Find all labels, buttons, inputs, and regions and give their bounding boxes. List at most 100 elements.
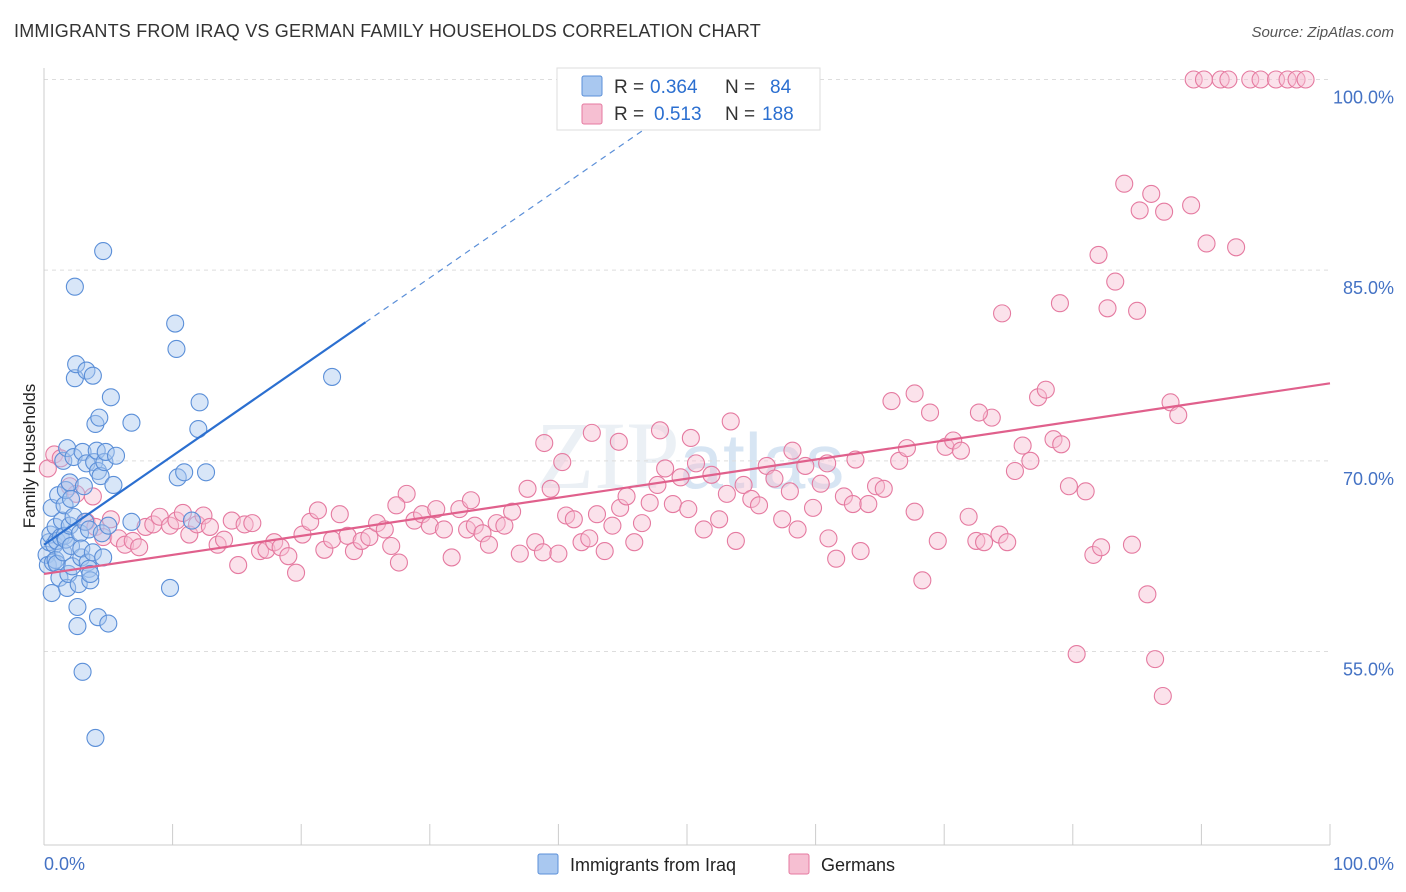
germans-point — [243, 514, 262, 533]
germans-point — [1036, 380, 1055, 399]
x-axis-ticks — [43, 824, 1331, 845]
germans-point — [389, 553, 408, 572]
iraq-point — [68, 597, 87, 617]
germans-point — [975, 533, 994, 552]
x-tick-label-min: 0.0% — [44, 854, 85, 874]
germans-points — [38, 70, 1315, 706]
germans-point — [518, 479, 537, 498]
germans-point — [595, 542, 614, 561]
germans-point — [308, 501, 327, 520]
x-tick-label-max: 100.0% — [1333, 854, 1394, 874]
bottom-legend-iraq: Immigrants from Iraq — [570, 855, 736, 875]
germans-point — [83, 487, 102, 506]
germans-point — [681, 428, 700, 448]
germans-point — [765, 469, 784, 488]
germans-point — [200, 517, 219, 536]
germans-point — [1115, 174, 1134, 193]
germans-point — [951, 441, 970, 460]
germans-point — [279, 547, 298, 566]
germans-point — [1076, 482, 1095, 501]
iraq-point — [58, 578, 77, 597]
iraq-point — [88, 608, 108, 627]
germans-point — [1153, 686, 1172, 706]
iraq-point — [96, 442, 115, 461]
germans-point — [632, 514, 652, 533]
legend-germans-n-value: 188 — [762, 104, 794, 125]
germans-point — [1021, 451, 1040, 470]
chart-title: IMMIGRANTS FROM IRAQ VS GERMAN FAMILY HO… — [14, 21, 761, 41]
germans-point — [1138, 585, 1157, 604]
germans-point — [1211, 70, 1230, 89]
germans-point — [434, 520, 453, 539]
legend-germans-r-value: 0.513 — [654, 104, 702, 125]
iraq-point — [94, 242, 113, 261]
germans-point — [734, 475, 753, 495]
germans-point — [1130, 201, 1149, 220]
legend-iraq-r-value: 0.364 — [650, 77, 698, 98]
germans-point — [580, 529, 599, 548]
y-tick-label: 85.0% — [1343, 278, 1394, 298]
germans-point — [235, 515, 254, 534]
germans-point — [969, 403, 988, 422]
germans-point — [679, 500, 698, 519]
germans-point — [229, 556, 248, 575]
germans-point — [859, 495, 878, 514]
germans-point — [1146, 650, 1165, 669]
iraq-point — [106, 446, 126, 465]
iraq-point — [122, 413, 141, 432]
germans-point — [603, 516, 622, 535]
germans-point — [582, 423, 601, 442]
legend-swatch-germans — [581, 103, 603, 125]
germans-point — [1013, 436, 1032, 455]
legend-iraq-r-label: R = — [614, 77, 644, 98]
germans-point — [1194, 70, 1214, 89]
y-tick-label: 70.0% — [1343, 469, 1394, 489]
germans-point — [541, 479, 560, 498]
germans-point — [1092, 538, 1111, 557]
iraq-point — [88, 461, 108, 481]
germans-point — [1052, 435, 1071, 454]
germans-point — [990, 525, 1009, 544]
germans-point — [287, 563, 306, 582]
germans-point — [617, 487, 636, 506]
iraq-trend-extension — [365, 99, 688, 323]
germans-point — [167, 511, 186, 530]
germans-point — [150, 507, 169, 526]
germans-point — [194, 506, 213, 525]
iraq-point — [83, 543, 102, 562]
germans-point — [427, 500, 446, 519]
germans-point — [967, 531, 986, 550]
iraq-point — [122, 512, 141, 531]
correlation-legend: R = 0.364 N = 84 R = 0.513 N = 188 — [556, 67, 821, 131]
legend-iraq-n-label: N = — [725, 77, 755, 98]
germans-point — [360, 528, 379, 547]
iraq-trend-line — [43, 321, 367, 546]
germans-point — [656, 459, 675, 478]
germans-point — [694, 520, 713, 539]
germans-point — [344, 542, 363, 561]
germans-point — [1128, 301, 1147, 320]
germans-point — [928, 531, 947, 550]
germans-point — [773, 510, 792, 529]
germans-point — [827, 549, 846, 568]
germans-point — [180, 525, 199, 544]
iraq-point — [196, 463, 216, 482]
germans-point — [1182, 196, 1201, 215]
germans-point — [783, 441, 802, 460]
germans-point — [1296, 70, 1315, 89]
iraq-point — [42, 583, 61, 603]
germans-point — [387, 496, 406, 515]
germans-point — [1142, 184, 1161, 203]
germans-point — [788, 520, 807, 539]
germans-point — [913, 571, 932, 590]
iraq-point — [73, 662, 92, 681]
y-tick-label: 55.0% — [1343, 660, 1394, 680]
germans-point — [1098, 299, 1117, 318]
bottom-legend-swatch-germans — [788, 853, 810, 875]
germans-point — [1227, 238, 1246, 257]
germans-point — [640, 493, 659, 512]
iraq-point — [74, 477, 93, 496]
germans-point — [721, 412, 740, 431]
germans-point — [1050, 294, 1069, 313]
